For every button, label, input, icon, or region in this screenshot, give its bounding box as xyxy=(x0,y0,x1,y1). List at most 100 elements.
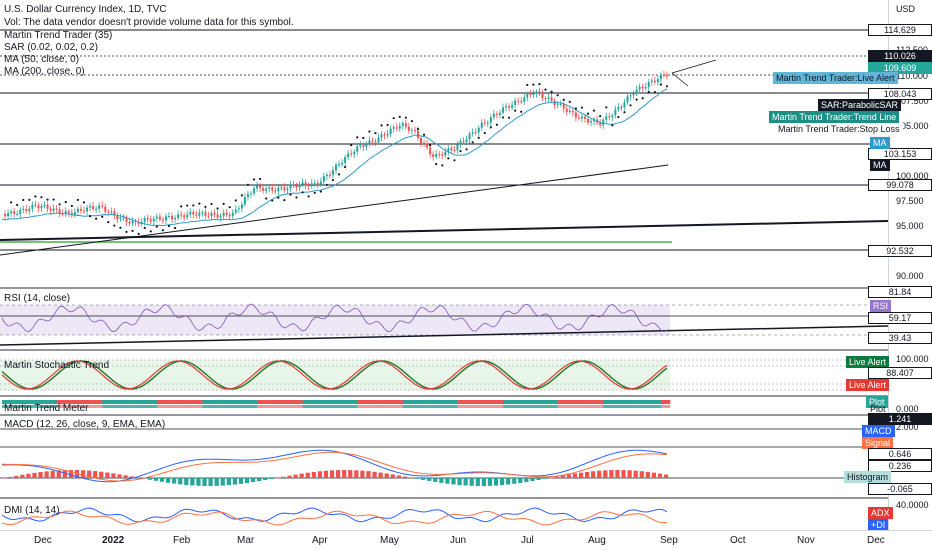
symbol-title[interactable]: U.S. Dollar Currency Index, 1D, TVC xyxy=(4,4,167,15)
candle-body xyxy=(40,206,43,209)
macd-hist xyxy=(257,478,262,482)
meter-bar xyxy=(600,405,604,408)
meter-bar xyxy=(566,405,571,408)
dmi-title[interactable]: DMI (14, 14) xyxy=(4,505,60,516)
macd-hist xyxy=(281,476,286,478)
meter-bar xyxy=(26,405,30,408)
chart-canvas[interactable] xyxy=(0,0,888,530)
sar-dot xyxy=(28,198,31,201)
meter-bar xyxy=(521,405,525,408)
candle-body xyxy=(198,212,201,216)
meter-bar xyxy=(575,405,580,408)
meter-bar xyxy=(381,405,385,408)
meter-axis: 0.000 xyxy=(896,404,919,414)
macd-hist xyxy=(433,478,438,482)
candle-body xyxy=(164,216,167,221)
meter-bar xyxy=(241,405,246,408)
meter-bar xyxy=(29,405,33,408)
sar-dot xyxy=(22,198,25,202)
sar-dot xyxy=(40,196,43,199)
candle-body xyxy=(301,182,304,185)
meter-bar xyxy=(144,400,149,404)
meter-bar xyxy=(105,400,109,404)
candle-body xyxy=(608,116,611,118)
overlay-sar[interactable]: SAR (0.02, 0.02, 0.2) xyxy=(4,42,98,53)
meter-bar xyxy=(247,405,252,408)
meter-bar xyxy=(311,400,316,404)
candle-body xyxy=(34,204,37,206)
sar-dot xyxy=(495,123,499,126)
meter-bar xyxy=(317,400,322,404)
stoch-title[interactable]: Martin Stochastic Trend xyxy=(4,360,110,371)
sar-dot xyxy=(611,124,614,127)
meter-bar xyxy=(87,405,91,408)
candle-body xyxy=(195,214,198,216)
meter-bar xyxy=(150,400,155,404)
candle-body xyxy=(526,94,529,98)
meter-bar xyxy=(348,400,352,404)
candle-body xyxy=(492,113,495,118)
macd-hist xyxy=(2,478,7,479)
meter-bar xyxy=(53,405,57,408)
macd-hist xyxy=(14,475,19,478)
macd-hist xyxy=(651,472,657,478)
price-tick: 110.000 xyxy=(896,71,928,81)
candle-body xyxy=(644,87,647,89)
meter-bar xyxy=(123,405,127,408)
meter-bar xyxy=(399,400,404,404)
meter-bar xyxy=(581,400,586,404)
candle-body xyxy=(143,218,146,222)
candle-body xyxy=(662,74,665,76)
meter-bar xyxy=(424,405,428,408)
candle-body xyxy=(186,214,189,218)
meter-bar xyxy=(226,400,231,404)
candle-body xyxy=(583,116,586,119)
candle-body xyxy=(271,187,274,191)
macd-hist xyxy=(135,477,140,479)
overlay-ma200[interactable]: MA (200, close, 0) xyxy=(4,66,85,77)
meter-bar xyxy=(484,405,489,408)
candle-body xyxy=(623,102,626,107)
candle-body xyxy=(125,217,128,222)
candle-body xyxy=(64,211,67,214)
candle-body xyxy=(392,127,395,129)
candle-body xyxy=(207,215,210,217)
macd-title[interactable]: MACD (12, 26, close, 9, EMA, EMA) xyxy=(4,419,166,430)
meter-bar xyxy=(178,405,182,408)
time-axis[interactable] xyxy=(0,530,932,550)
meter-bar xyxy=(651,400,656,404)
sar-dot xyxy=(659,83,662,86)
candle-body xyxy=(155,216,158,219)
meter-bar xyxy=(50,405,54,408)
meter-bar xyxy=(339,405,343,408)
meter-bar xyxy=(278,405,282,408)
meter-bar xyxy=(636,405,640,408)
macd-hist xyxy=(348,470,353,478)
candle-body xyxy=(450,148,453,150)
overlay-martin-trend-trader[interactable]: Martin Trend Trader (35) xyxy=(4,30,113,41)
last-price-tag: 109.609 xyxy=(868,62,932,74)
candle-body xyxy=(183,215,186,218)
ma200-label: MA xyxy=(870,159,890,171)
meter-bar xyxy=(229,400,234,404)
meter-bar xyxy=(196,405,200,408)
overlay-ma50[interactable]: MA (50, close, 0) xyxy=(4,54,80,65)
meter-bar xyxy=(496,405,501,408)
meter-bar xyxy=(481,400,486,404)
meter-bar xyxy=(71,400,76,404)
meter-bar xyxy=(90,405,94,408)
meter-bar xyxy=(645,400,650,404)
meter-bar xyxy=(135,400,139,404)
rsi-title[interactable]: RSI (14, close) xyxy=(4,293,71,304)
meter-bar xyxy=(654,405,659,408)
meter-bar xyxy=(214,400,218,404)
macd-hist xyxy=(293,474,298,478)
candle-body xyxy=(426,143,429,148)
meter-title[interactable]: Martin Trend Meter xyxy=(4,403,89,414)
meter-bar xyxy=(481,405,486,408)
meter-bar xyxy=(536,400,540,404)
candle-body xyxy=(462,141,465,143)
sar-dot xyxy=(647,90,650,94)
sar-dot xyxy=(550,90,553,93)
sar-dot xyxy=(380,124,383,127)
